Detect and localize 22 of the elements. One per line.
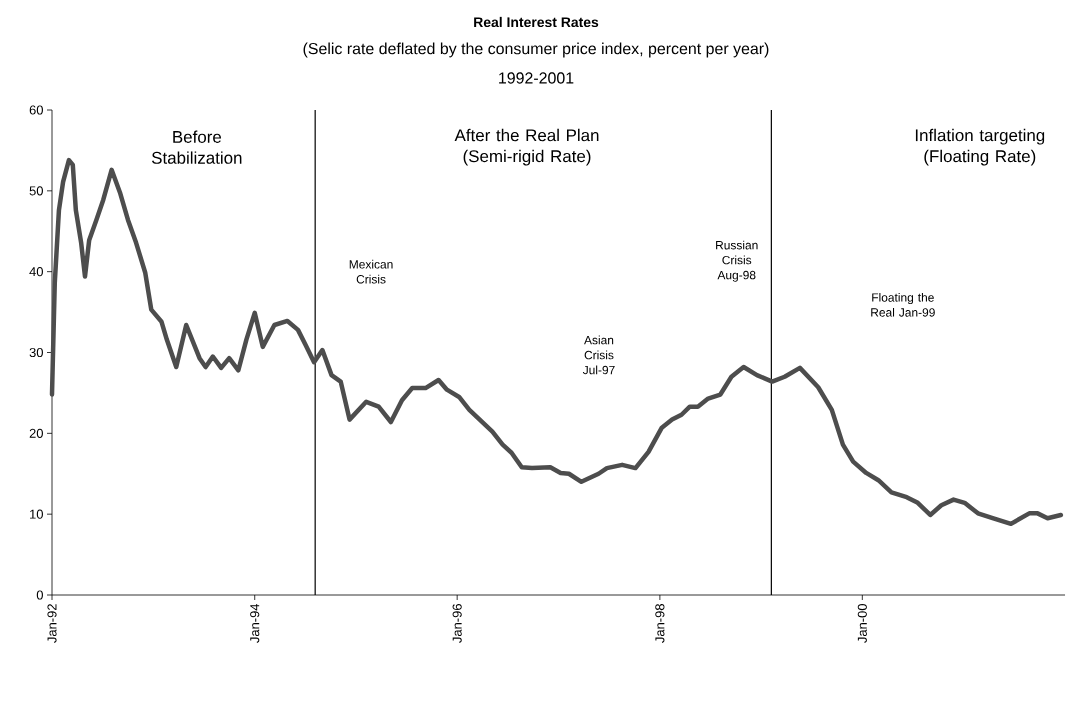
chart-title: Real Interest Rates (474, 16, 599, 28)
annotation: After the Real Plan (Semi-rigid Rate) (454, 128, 599, 166)
x-tick-label: Jan-96 (452, 604, 462, 643)
y-tick-label: 60 (29, 105, 43, 115)
y-tick-label: 0 (36, 590, 43, 600)
y-tick-label: 50 (29, 186, 43, 196)
x-tick-label: Jan-94 (250, 603, 260, 643)
chart-subtitle: (Selic rate deflated by the consumer price index, percent per year) (303, 42, 769, 58)
annotation: Mexican Crisis (349, 259, 393, 284)
annotation: Russian Crisis Aug-98 (716, 240, 758, 282)
annotation: Floating the Real Jan-99 (871, 292, 935, 317)
annotation: Asian Crisis Jul-97 (582, 335, 615, 375)
x-tick-label: Jan-98 (655, 604, 665, 643)
annotation: Before Stabilization (151, 130, 242, 164)
text: 1992-2001 (499, 72, 574, 84)
y-tick-label: 20 (29, 428, 43, 438)
y-tick-label: 30 (29, 347, 43, 358)
x-tick-label: Jan-00 (857, 604, 867, 643)
y-tick-label: 40 (29, 267, 43, 277)
annotation: Inflation targeting (Floating Rate) (915, 128, 1045, 166)
x-tick-label: Jan-92 (47, 604, 57, 643)
y-tick-label: 10 (30, 509, 43, 519)
